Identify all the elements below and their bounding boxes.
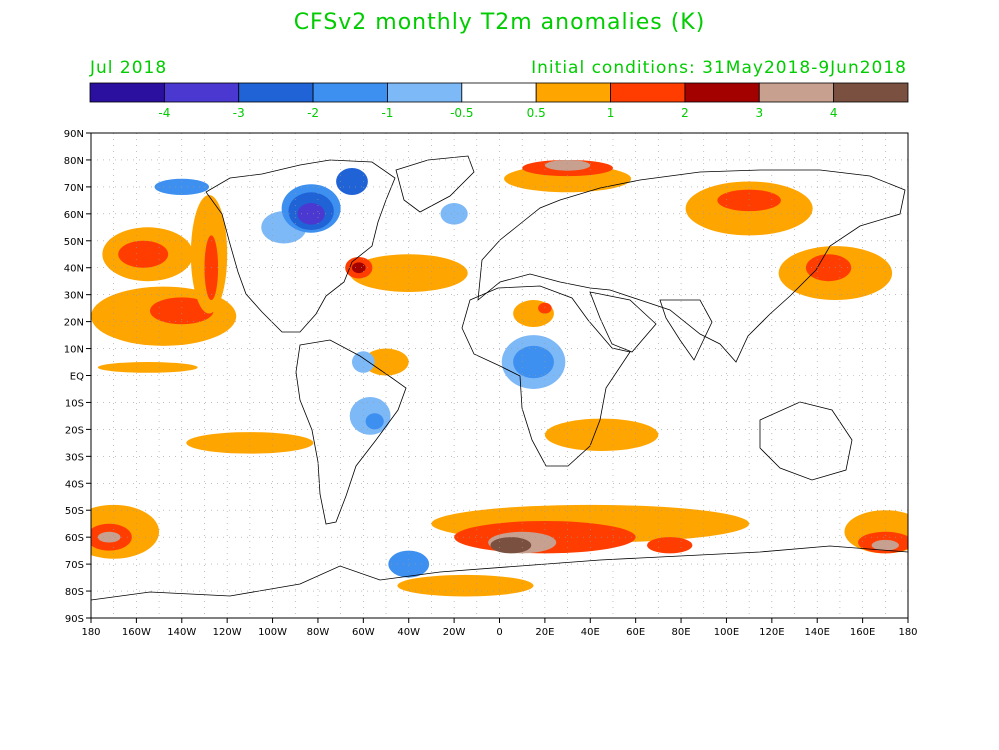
colorbar-label: 3 <box>755 106 763 120</box>
lon-tick-label: 160E <box>850 627 875 638</box>
anomaly-region <box>363 348 409 376</box>
lon-tick-label: 20W <box>443 627 466 638</box>
lat-tick-label: 70N <box>64 183 84 194</box>
anomaly-region <box>150 297 214 325</box>
lat-tick-label: 80S <box>65 587 84 598</box>
lon-tick-label: 20E <box>535 627 554 638</box>
lon-tick-label: 160W <box>122 627 151 638</box>
grid-lines <box>91 133 908 618</box>
lat-tick-label: 50S <box>65 506 84 517</box>
colorbar-label: 2 <box>681 106 689 120</box>
anomaly-region <box>647 537 693 554</box>
colorbar-label: 1 <box>607 106 615 120</box>
lon-tick-label: 0 <box>496 627 502 638</box>
colorbar-label: -1 <box>381 106 393 120</box>
colorbar-swatch <box>461 82 537 103</box>
lon-tick-label: 140E <box>805 627 830 638</box>
lon-tick-label: 80E <box>672 627 691 638</box>
lon-tick-label: 100E <box>714 627 739 638</box>
anomaly-region <box>513 345 554 379</box>
anomaly-region <box>544 418 659 451</box>
anomaly-region <box>397 574 534 597</box>
lat-tick-label: 30S <box>65 452 84 463</box>
anomaly-region <box>490 537 532 554</box>
colorbar-label: 4 <box>830 106 838 120</box>
anomaly-region <box>717 189 781 212</box>
latitude-tick-labels: 90N 80N 70N 60N 50N 40N 30N 20N 10N EQ 10S 20S 30S 40… <box>64 129 91 625</box>
lon-tick-label: 80W <box>307 627 330 638</box>
anomaly-region <box>805 254 852 282</box>
lat-tick-label: 50N <box>64 237 84 248</box>
colorbar-swatch <box>758 82 835 103</box>
lat-tick-label: 60N <box>64 210 84 221</box>
lon-tick-label: 140W <box>167 627 196 638</box>
anomaly-region <box>186 432 314 454</box>
lat-tick-label: 70S <box>65 560 84 571</box>
colorbar-label: -2 <box>307 106 319 120</box>
lon-tick-label: 60E <box>626 627 645 638</box>
anomaly-region <box>351 262 366 274</box>
lat-tick-label: 60S <box>65 533 84 544</box>
lat-tick-label: 90S <box>65 614 84 625</box>
lat-tick-label: 20N <box>64 318 84 329</box>
coastlines <box>91 155 908 601</box>
lat-tick-label: EQ <box>70 372 84 383</box>
map-title: CFSv2 monthly T2m anomalies (K) <box>293 10 706 35</box>
colorbar-swatch <box>89 82 165 103</box>
anomaly-region <box>336 168 368 195</box>
anomaly-region <box>97 362 198 373</box>
lat-tick-label: 10S <box>65 398 84 409</box>
lat-tick-label: 10N <box>64 345 84 356</box>
anomaly-region <box>365 413 384 430</box>
colorbar-label: 0.5 <box>527 106 546 120</box>
colorbar-swatch <box>684 82 760 103</box>
lat-tick-label: 30N <box>64 291 84 302</box>
lat-tick-label: 20S <box>65 425 84 436</box>
lon-tick-label: 60W <box>352 627 375 638</box>
lon-tick-label: 180 <box>81 627 100 638</box>
colorbar-swatch <box>163 82 240 103</box>
initial-conditions-label: Initial conditions: 31May2018-9Jun2018 <box>531 58 907 78</box>
colorbar-swatch <box>535 82 611 103</box>
colorbar-label: -3 <box>233 106 245 120</box>
anomaly-region <box>349 254 468 292</box>
colorbar <box>89 82 909 103</box>
colorbar-labels: -4 -3 -2 -1 -0.5 0.5 1 2 3 4 <box>158 106 837 120</box>
colorbar-swatch <box>238 82 314 103</box>
lon-tick-label: 100W <box>258 627 287 638</box>
lon-tick-label: 40W <box>397 627 420 638</box>
lat-tick-label: 40N <box>64 264 84 275</box>
anomaly-region <box>351 351 375 373</box>
colorbar-label: -4 <box>158 106 170 120</box>
lat-tick-label: 90N <box>64 129 84 140</box>
longitude-tick-labels: 180 160W 140W 120W 100W 80W 60W 40W 20W 0 20E 40E 60… <box>81 618 918 638</box>
anomaly-region <box>440 203 468 225</box>
lon-tick-label: 180 <box>898 627 917 638</box>
anomaly-region <box>388 550 430 578</box>
lat-tick-label: 40S <box>65 479 84 490</box>
colorbar-swatch <box>833 82 909 103</box>
lon-tick-label: 120W <box>213 627 242 638</box>
valid-month-label: Jul 2018 <box>90 58 168 78</box>
anomaly-region <box>871 539 899 551</box>
anomaly-region <box>297 203 325 225</box>
colorbar-swatch <box>610 82 686 103</box>
lon-tick-label: 120E <box>759 627 784 638</box>
lon-tick-label: 40E <box>581 627 600 638</box>
colorbar-swatch <box>387 82 463 103</box>
anomaly-region <box>544 159 591 171</box>
anomaly-region <box>538 302 552 314</box>
colorbar-label: -0.5 <box>450 106 473 120</box>
lat-tick-label: 80N <box>64 156 84 167</box>
colorbar-swatch <box>312 82 388 103</box>
anomaly-region <box>118 240 169 268</box>
